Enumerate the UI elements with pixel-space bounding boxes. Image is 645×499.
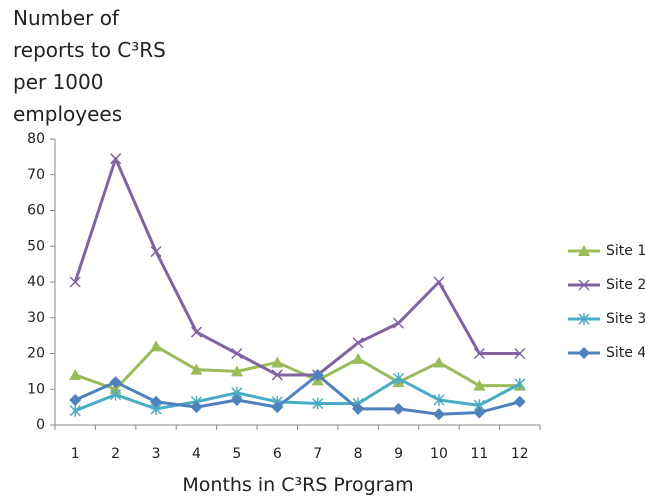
- y-tick-label: 30: [27, 310, 45, 326]
- x-tick-label: 7: [313, 446, 322, 462]
- marker: [473, 379, 486, 391]
- marker: [190, 326, 202, 338]
- x-tick-label: 12: [511, 446, 529, 462]
- y-tick-label: 70: [27, 167, 45, 183]
- marker: [578, 279, 590, 291]
- marker: [69, 404, 81, 417]
- x-tick-label: 1: [71, 446, 80, 462]
- x-tick-label: 2: [111, 446, 120, 462]
- marker: [150, 340, 163, 352]
- marker: [513, 395, 526, 408]
- marker: [110, 388, 122, 401]
- marker: [109, 376, 122, 389]
- marker: [433, 276, 445, 288]
- x-tick-label: 4: [192, 446, 201, 462]
- marker: [190, 363, 203, 375]
- marker: [432, 356, 445, 368]
- series-line: [73, 157, 520, 377]
- y-tick-label: 0: [36, 417, 45, 433]
- chart-title: Number of reports to C³RS per 1000 emplo…: [13, 6, 166, 126]
- marker: [311, 368, 324, 381]
- y-tick-label: 80: [27, 131, 45, 147]
- marker: [393, 372, 405, 385]
- x-tick-label: 9: [394, 446, 403, 462]
- series-line: [74, 377, 521, 413]
- y-tick-label: 20: [27, 346, 45, 362]
- x-tick-label: 8: [354, 446, 363, 462]
- marker: [231, 347, 243, 360]
- marker: [578, 245, 590, 256]
- marker: [110, 153, 122, 165]
- marker: [69, 368, 82, 380]
- x-axis-label: Months in C³RS Program: [182, 474, 414, 496]
- legend-label: Site 2: [606, 277, 645, 293]
- series-line: [74, 373, 521, 416]
- x-tick-label: 3: [152, 446, 161, 462]
- marker: [352, 337, 364, 349]
- marker: [230, 365, 243, 377]
- marker: [578, 347, 590, 359]
- y-tick-label: 40: [27, 274, 45, 290]
- x-tick-label: 6: [273, 446, 282, 462]
- marker: [190, 401, 203, 414]
- legend-label: Site 4: [606, 345, 645, 361]
- marker: [352, 352, 365, 364]
- marker: [271, 369, 283, 381]
- marker: [514, 347, 526, 360]
- marker: [230, 393, 243, 406]
- marker: [352, 402, 365, 415]
- x-tick-label: 5: [232, 446, 241, 462]
- marker: [150, 395, 163, 408]
- marker: [271, 356, 284, 368]
- marker: [392, 402, 405, 415]
- y-tick-label: 60: [27, 203, 45, 219]
- marker: [473, 406, 486, 419]
- legend-label: Site 1: [606, 243, 645, 259]
- marker: [69, 393, 82, 406]
- marker: [432, 408, 445, 421]
- marker: [69, 276, 81, 288]
- x-tick-label: 11: [470, 446, 488, 462]
- marker: [578, 313, 590, 325]
- marker: [473, 347, 485, 360]
- legend-label: Site 3: [606, 311, 645, 327]
- marker: [312, 397, 324, 410]
- marker: [514, 377, 526, 390]
- marker: [433, 393, 445, 406]
- y-tick-label: 10: [27, 381, 45, 397]
- x-tick-label: 10: [430, 446, 448, 462]
- marker: [271, 401, 284, 414]
- series-line: [74, 344, 520, 391]
- marker: [393, 317, 405, 329]
- marker: [150, 246, 162, 258]
- y-tick-label: 50: [27, 238, 45, 254]
